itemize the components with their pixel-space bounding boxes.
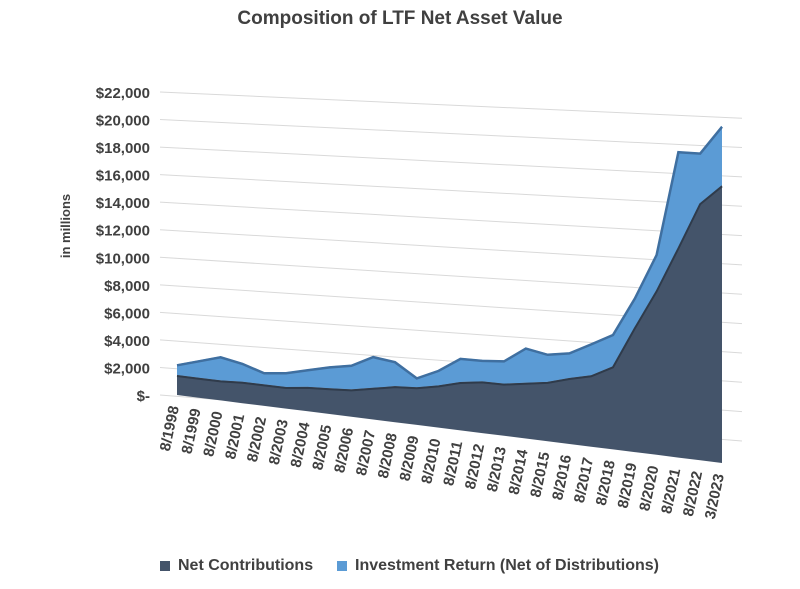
gridline (159, 91, 743, 119)
gridline (159, 229, 743, 266)
chart-title: Composition of LTF Net Asset Value (237, 8, 563, 29)
gridline (159, 201, 743, 237)
area-investment-return-edge (176, 126, 723, 380)
y-tick-label: $22,000 (96, 85, 150, 102)
gridline (159, 119, 743, 149)
area-net-contributions-edge (176, 185, 723, 392)
legend-item-investment-return: Investment Return (Net of Distributions) (337, 557, 659, 575)
y-tick-label: $4,000 (104, 333, 150, 350)
legend-swatch-net-contributions (160, 561, 170, 571)
gridline (159, 146, 743, 178)
legend-item-net-contributions: Net Contributions (160, 557, 313, 575)
y-tick-label: $10,000 (96, 250, 150, 267)
y-axis-label: in millions (58, 194, 73, 258)
y-tick-label: $16,000 (96, 168, 150, 185)
y-tick-label: $12,000 (96, 223, 150, 240)
legend-label-investment-return: Investment Return (Net of Distributions) (355, 557, 660, 574)
y-axis-tick-labels: $- $2,000 $4,000 $6,000 $8,000 $10,000 $12,000… (96, 85, 150, 405)
x-tick-label: 8/2011 (440, 440, 466, 488)
y-tick-label: $18,000 (96, 140, 150, 157)
y-tick-label: $14,000 (96, 195, 150, 212)
x-tick-label: 3/2023 (702, 472, 728, 520)
area-investment-return (177, 125, 722, 390)
y-tick-label: $- (137, 388, 150, 405)
legend-swatch-investment-return (337, 561, 347, 571)
y-tick-label: $20,000 (96, 113, 150, 130)
plot-area (176, 125, 723, 464)
y-tick-label: $8,000 (104, 278, 150, 295)
gridline (159, 174, 743, 207)
area-net-contributions (177, 185, 722, 464)
y-tick-label: $2,000 (104, 360, 150, 377)
legend-label-net-contributions: Net Contributions (178, 557, 314, 574)
y-tick-label: $6,000 (104, 305, 150, 322)
